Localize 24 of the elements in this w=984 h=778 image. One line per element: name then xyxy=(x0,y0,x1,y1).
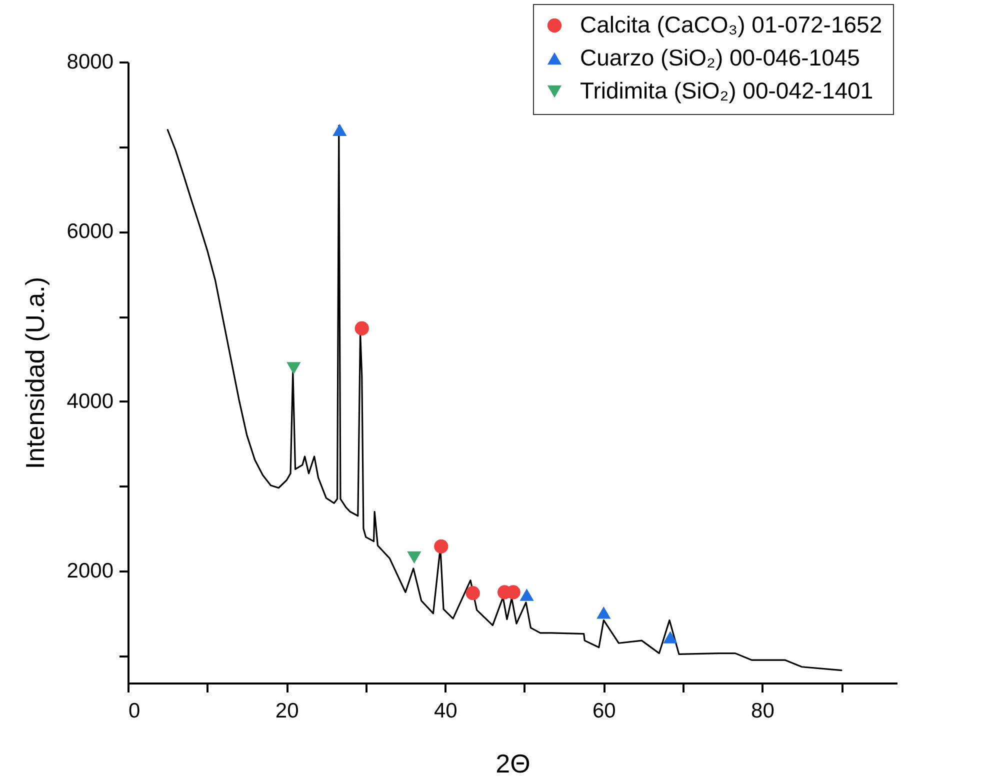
point xyxy=(434,539,448,554)
y-tick-label: 6000 xyxy=(66,220,114,244)
y-tick-label: 2000 xyxy=(66,560,114,583)
point xyxy=(663,631,678,644)
point xyxy=(596,606,611,619)
line-series xyxy=(166,124,842,672)
x-tick-label: 0 xyxy=(128,700,140,722)
point xyxy=(354,321,369,336)
x-axis-title: 2Θ xyxy=(496,748,530,778)
point xyxy=(520,588,534,601)
x-tick-label: 40 xyxy=(434,700,458,722)
point xyxy=(332,124,347,136)
y-tick-label: 4000 xyxy=(66,390,114,413)
point xyxy=(286,362,301,374)
point xyxy=(466,586,480,600)
y-tick-label: 8000 xyxy=(66,50,114,74)
x-tick-label: 80 xyxy=(751,700,774,722)
legend-label: Calcita (CaCO₃) 01-072-1652 xyxy=(580,12,882,38)
point xyxy=(407,551,422,564)
x-tick-label: 20 xyxy=(275,700,299,722)
legend-label: Tridimita (SiO₂) 00-042-1401 xyxy=(580,78,874,104)
legend-label: Cuarzo (SiO₂) 00-046-1045 xyxy=(580,44,860,70)
y-axis-title: Intensidad (U.a.) xyxy=(20,276,50,470)
x-tick-label: 60 xyxy=(592,700,616,722)
